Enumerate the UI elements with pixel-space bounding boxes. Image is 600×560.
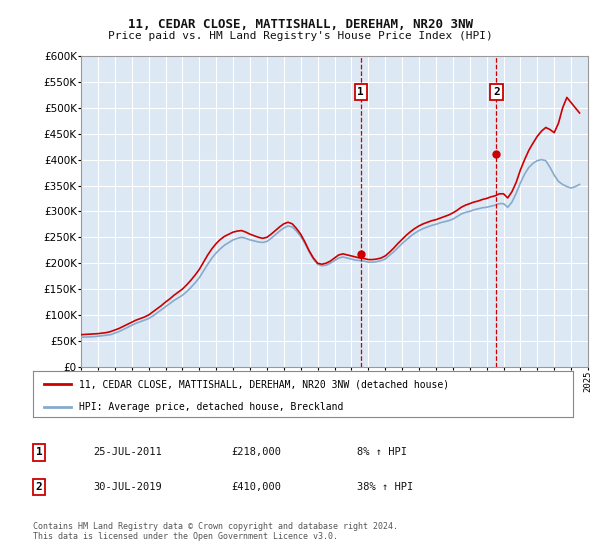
Text: 8% ↑ HPI: 8% ↑ HPI (357, 447, 407, 458)
Text: HPI: Average price, detached house, Breckland: HPI: Average price, detached house, Brec… (79, 402, 343, 412)
Text: 2: 2 (493, 87, 500, 97)
Text: £218,000: £218,000 (231, 447, 281, 458)
Text: 1: 1 (35, 447, 43, 458)
Text: Price paid vs. HM Land Registry's House Price Index (HPI): Price paid vs. HM Land Registry's House … (107, 31, 493, 41)
Text: 25-JUL-2011: 25-JUL-2011 (93, 447, 162, 458)
Text: £410,000: £410,000 (231, 482, 281, 492)
Text: 11, CEDAR CLOSE, MATTISHALL, DEREHAM, NR20 3NW: 11, CEDAR CLOSE, MATTISHALL, DEREHAM, NR… (128, 18, 473, 31)
Text: 30-JUL-2019: 30-JUL-2019 (93, 482, 162, 492)
Text: 38% ↑ HPI: 38% ↑ HPI (357, 482, 413, 492)
Text: 11, CEDAR CLOSE, MATTISHALL, DEREHAM, NR20 3NW (detached house): 11, CEDAR CLOSE, MATTISHALL, DEREHAM, NR… (79, 379, 449, 389)
Text: 2: 2 (35, 482, 43, 492)
Text: Contains HM Land Registry data © Crown copyright and database right 2024.
This d: Contains HM Land Registry data © Crown c… (33, 522, 398, 542)
Text: 1: 1 (358, 87, 364, 97)
